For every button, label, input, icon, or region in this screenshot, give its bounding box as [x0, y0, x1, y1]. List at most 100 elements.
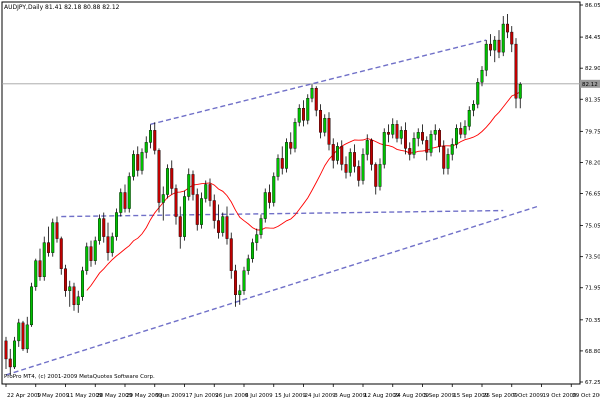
candle-body: [80, 270, 84, 297]
candle-body: [93, 240, 97, 261]
x-tick-label: 24 Aug 2009: [394, 393, 430, 399]
y-tick-label: 81.35: [585, 97, 600, 103]
y-tick-label: 70.35: [585, 318, 600, 324]
candle-body: [191, 174, 195, 195]
candle-body: [506, 23, 510, 33]
candle-body: [263, 192, 267, 219]
candle-body: [425, 140, 429, 153]
x-tick-label: 6 Jul 2009: [245, 393, 273, 399]
candle-body: [404, 130, 408, 149]
candle-body: [493, 39, 497, 51]
x-tick-label: 7 Oct 2009: [513, 393, 544, 399]
candle-body: [42, 242, 46, 277]
candle-body: [433, 130, 437, 135]
y-tick-label: 76.65: [585, 192, 600, 198]
candle-body: [85, 246, 89, 271]
candle-body: [8, 358, 12, 368]
candle-body: [131, 154, 135, 177]
candle-body: [127, 176, 131, 209]
candle-body: [395, 124, 399, 139]
candle-body: [378, 164, 382, 187]
candle-body: [293, 122, 297, 149]
candle-body: [497, 39, 501, 53]
candle-body: [480, 69, 484, 83]
y-tick-label: 79.75: [585, 129, 600, 135]
candle-body: [238, 290, 242, 295]
y-tick-label: 86.05: [585, 3, 600, 9]
candle-body: [216, 220, 220, 233]
candle-body: [340, 146, 344, 165]
candle-body: [114, 212, 118, 237]
candle-body: [429, 134, 433, 153]
candle-body: [34, 260, 38, 287]
y-tick-label: 84.45: [585, 35, 600, 41]
candle-body: [353, 152, 357, 167]
x-tick-label: 3 Aug 2009: [334, 393, 366, 399]
candle-body: [344, 164, 348, 173]
candle-body: [310, 88, 314, 99]
x-tick-label: 3 Sep 2009: [424, 393, 456, 399]
candle-body: [416, 132, 420, 139]
candle-body: [319, 110, 323, 133]
y-tick-label: 67.25: [585, 380, 600, 386]
candle-body: [391, 124, 395, 135]
candle-body: [348, 152, 352, 173]
candle-body: [302, 108, 306, 121]
candle-body: [212, 200, 216, 221]
candle-body: [110, 236, 114, 253]
candle-body: [76, 296, 80, 305]
y-tick-label: 78.20: [585, 160, 600, 166]
candle-body: [225, 216, 229, 239]
candles: [4, 14, 522, 375]
candle-body: [327, 118, 331, 145]
candle-body: [178, 216, 182, 237]
candle-body: [136, 154, 140, 171]
x-tick-label: 9 Jun 2009: [156, 393, 186, 399]
candle-body: [17, 322, 21, 342]
candle-body: [59, 238, 63, 269]
chart-footer: ProPro MT4, (c) 2001-2009 MetaQuotes Sof…: [4, 374, 155, 380]
chart-header: AUDJPY,Daily 81.41 82.18 80.88 82.12: [4, 4, 120, 11]
lower-channel-trendline: [5, 205, 538, 376]
y-tick-label: 71.95: [585, 286, 600, 292]
candle-body: [161, 194, 165, 203]
candle-body: [21, 322, 25, 350]
candle-body: [119, 192, 123, 213]
candle-body: [408, 148, 412, 155]
candle-body: [463, 126, 467, 135]
x-tick-label: 24 Jul 2009: [305, 393, 337, 399]
candle-body: [204, 184, 208, 199]
candle-body: [102, 218, 106, 237]
candle-body: [421, 132, 425, 141]
candle-body: [370, 140, 374, 165]
horizontal-support-line: [61, 209, 504, 218]
candle-body: [459, 128, 463, 135]
candle-body: [4, 340, 8, 360]
candle-body: [306, 98, 310, 121]
candle-body: [89, 246, 93, 261]
candle-body: [289, 142, 293, 149]
candle-body: [285, 142, 289, 169]
candle-body: [233, 270, 237, 295]
candle-body: [382, 132, 386, 165]
candle-body: [476, 82, 480, 105]
candle-body: [323, 118, 327, 133]
candle-body: [438, 130, 442, 147]
candle-body: [38, 260, 42, 277]
x-tick-label: 1 May 2009: [37, 393, 70, 399]
current-price-badge: [580, 79, 600, 88]
candle-body: [68, 286, 72, 291]
chart-plot-area: [1, 1, 581, 385]
y-tick-label: 75.05: [585, 224, 600, 230]
x-tick-label: 17 Jun 2009: [186, 393, 220, 399]
candle-body: [47, 242, 51, 253]
candle-body: [387, 132, 391, 135]
candle-body: [357, 166, 361, 181]
candle-body: [123, 192, 127, 209]
candle-body: [514, 43, 518, 99]
y-tick-label: 68.80: [585, 349, 600, 355]
candle-body: [455, 128, 459, 145]
candle-body: [331, 144, 335, 161]
candle-body: [489, 43, 493, 51]
